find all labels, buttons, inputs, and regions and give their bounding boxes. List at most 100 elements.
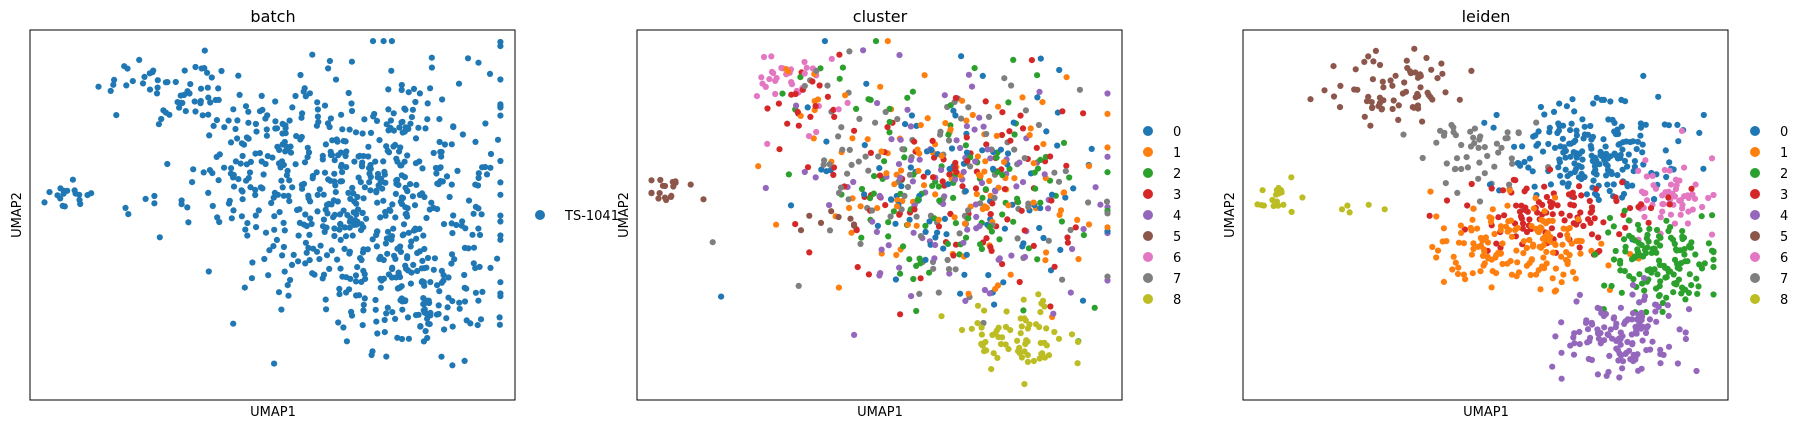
scatter-point <box>1617 336 1624 343</box>
scatter-point <box>271 189 278 196</box>
scatter-point <box>482 163 489 171</box>
scatter-point <box>337 163 345 170</box>
scatter-point <box>915 167 922 174</box>
scatter-point <box>373 231 380 239</box>
scatter-point <box>1491 230 1498 238</box>
scatter-point <box>963 117 970 124</box>
scatter-point <box>670 183 677 190</box>
scatter-point <box>478 211 485 218</box>
scatter-point <box>987 211 994 218</box>
scatter-point <box>1558 279 1565 286</box>
scatter-point <box>359 159 366 166</box>
scatter-point <box>41 199 48 206</box>
scatter-point <box>234 117 241 124</box>
scatter-point <box>345 189 352 196</box>
scatter-point <box>1055 178 1063 185</box>
scatter-point <box>285 292 292 299</box>
scatter-point <box>372 306 379 313</box>
scatter-point <box>1529 243 1537 250</box>
scatter-point <box>472 265 479 272</box>
scatter-point <box>1269 196 1276 204</box>
scatter-point <box>1710 263 1717 271</box>
scatter-point <box>1462 276 1469 283</box>
scatter-point <box>260 171 267 178</box>
scatter-point <box>1392 72 1399 79</box>
scatter-point <box>936 197 943 204</box>
scatter-point <box>1450 253 1457 260</box>
scatter-point <box>869 218 876 225</box>
scatter-point <box>230 106 237 113</box>
scatter-point <box>266 247 273 254</box>
scatter-point <box>876 172 884 179</box>
scatter-point <box>1692 251 1699 258</box>
scatter-point <box>1000 279 1007 286</box>
scatter-point <box>866 195 874 202</box>
scatter-point <box>913 307 920 315</box>
scatter-point <box>1546 238 1553 245</box>
scatter-point <box>401 174 408 181</box>
scatter-point <box>897 270 904 277</box>
scatter-point <box>1573 132 1580 139</box>
scatter-point <box>324 120 332 127</box>
scatter-point <box>1653 239 1660 246</box>
scatter-point <box>951 214 958 221</box>
scatter-point <box>1594 330 1602 337</box>
scatter-point <box>1673 182 1680 189</box>
scatter-point <box>1608 170 1615 178</box>
scatter-point <box>946 270 953 277</box>
scatter-point <box>1541 208 1548 215</box>
scatter-point <box>1005 346 1012 353</box>
scatter-point <box>218 67 225 75</box>
scatter-point <box>1004 150 1012 157</box>
scatter-point <box>1504 260 1511 267</box>
scatter-point <box>1578 192 1585 199</box>
scatter-point <box>962 188 969 195</box>
scatter-point <box>437 148 444 156</box>
scatter-point <box>1538 216 1545 223</box>
scatter-point <box>1280 201 1287 208</box>
scatter-point <box>1515 130 1522 137</box>
scatter-point <box>944 240 952 247</box>
scatter-point <box>911 206 918 213</box>
scatter-point <box>1104 273 1111 280</box>
scatter-point <box>1489 206 1496 213</box>
scatter-point <box>884 124 891 131</box>
scatter-point <box>1050 310 1057 317</box>
scatter-point <box>995 103 1002 110</box>
scatter-point <box>310 245 317 252</box>
scatter-point <box>385 106 392 113</box>
scatter-point <box>1583 191 1590 198</box>
scatter-point <box>448 220 455 227</box>
scatter-point <box>870 190 877 197</box>
scatter-point <box>795 122 802 129</box>
scatter-point <box>849 135 856 142</box>
legend-marker <box>1750 168 1760 178</box>
scatter-point <box>858 234 865 241</box>
scatter-point <box>1556 100 1563 107</box>
scatter-point <box>1566 225 1573 232</box>
scatter-point <box>1443 160 1450 167</box>
scatter-point <box>959 183 966 190</box>
scatter-point <box>348 308 355 315</box>
scatter-point <box>1477 268 1484 275</box>
scatter-point <box>1486 214 1493 221</box>
scatter-point <box>920 173 927 180</box>
scatter-point <box>826 202 833 209</box>
scatter-point <box>422 328 429 335</box>
scatter-point <box>1337 82 1344 89</box>
legend-label: 3 <box>1780 188 1788 203</box>
scatter-point <box>1629 138 1637 145</box>
scatter-point <box>1014 337 1021 344</box>
scatter-point <box>922 228 929 235</box>
scatter-point <box>945 181 952 188</box>
scatter-point <box>1476 136 1483 143</box>
scatter-point <box>405 89 412 96</box>
scatter-point <box>1655 303 1662 310</box>
scatter-point <box>1336 104 1344 111</box>
scatter-point <box>1642 250 1649 257</box>
scatter-point <box>431 255 438 262</box>
scatter-point <box>1048 197 1055 204</box>
scatter-point <box>885 242 892 249</box>
scatter-point <box>213 153 220 160</box>
scatter-point <box>363 215 370 222</box>
